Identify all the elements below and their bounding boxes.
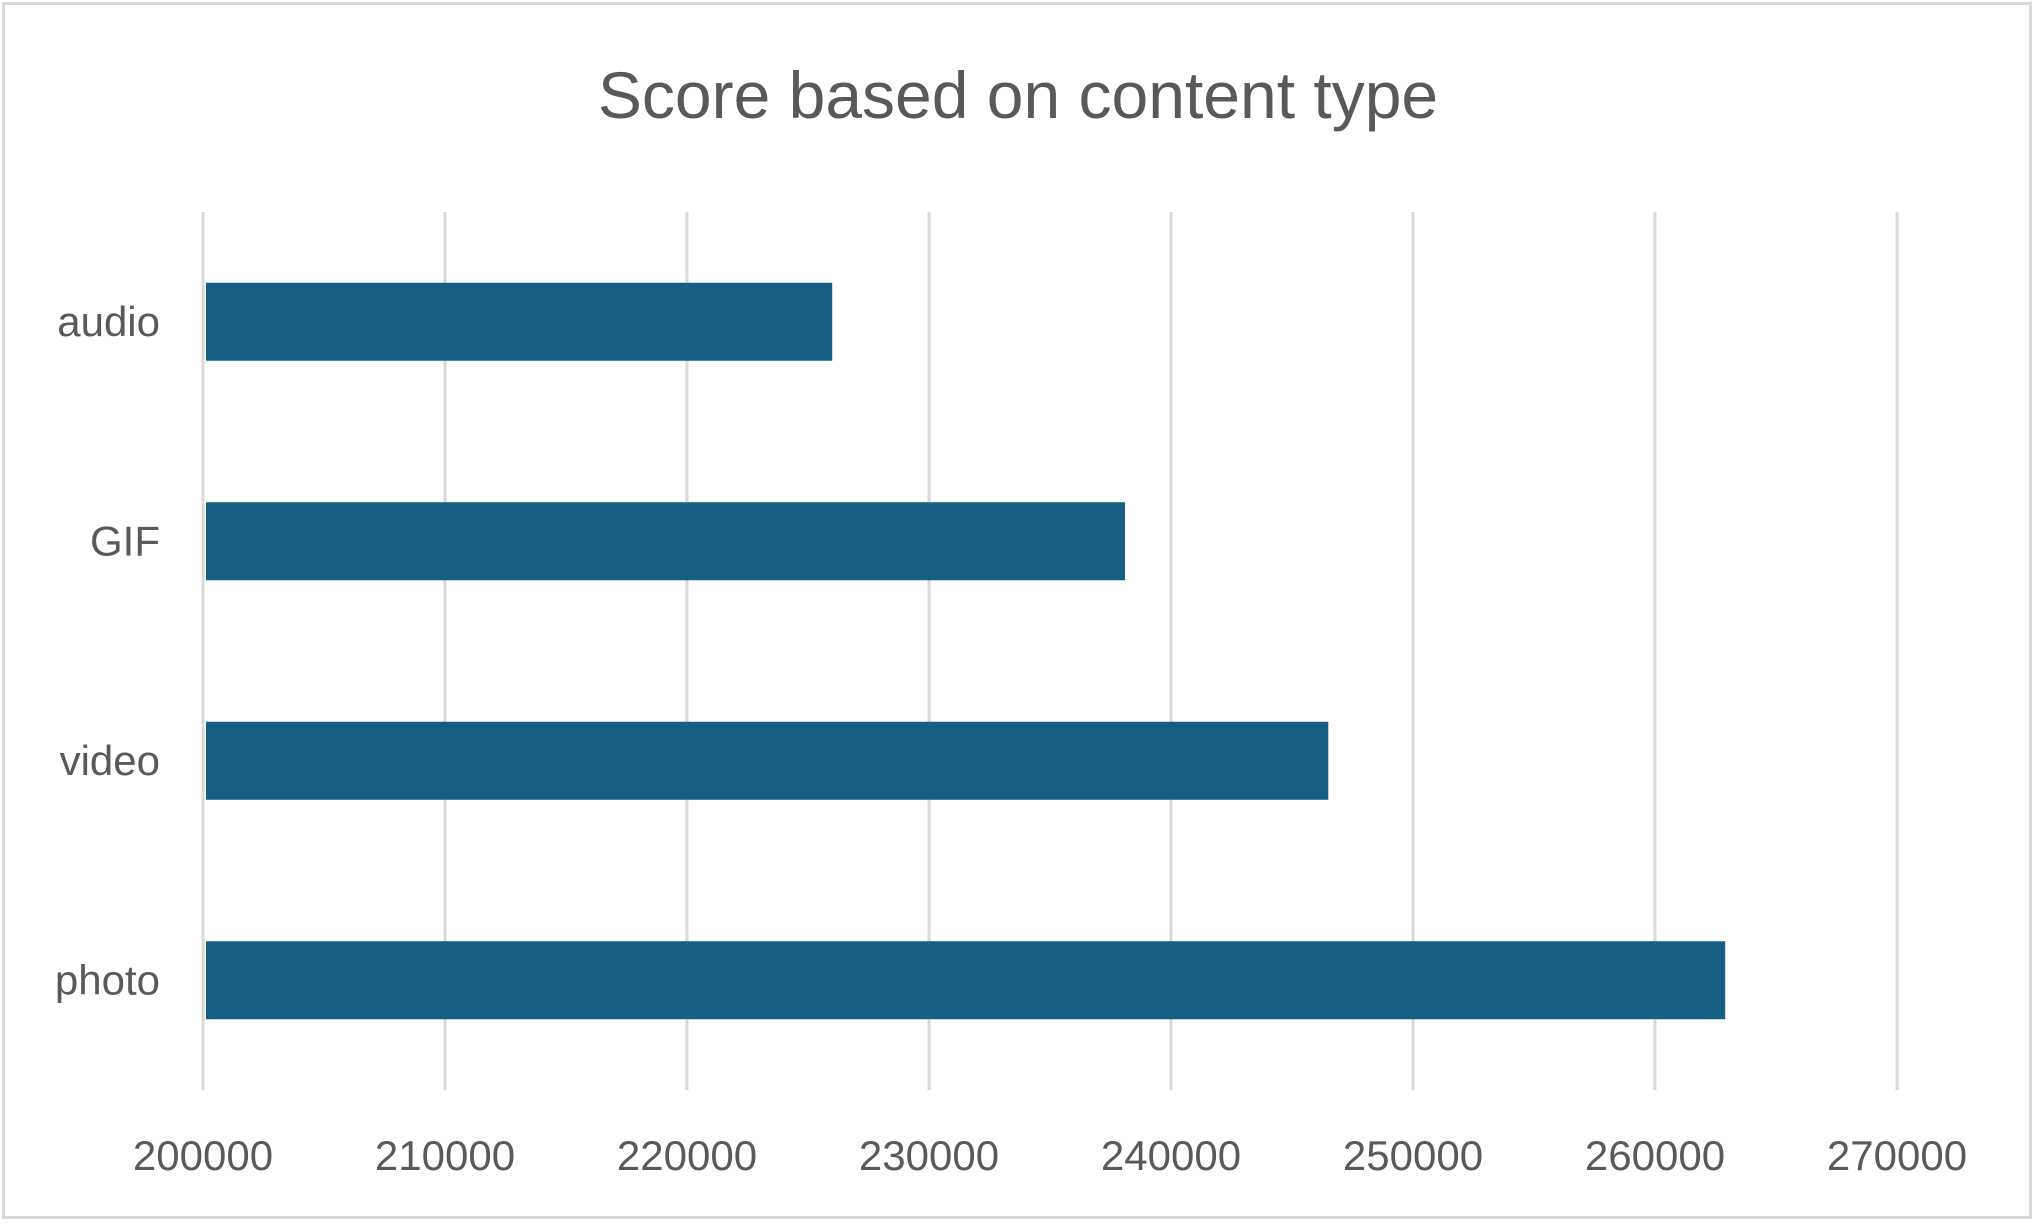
x-tick-label: 220000: [617, 1132, 757, 1179]
bars: [206, 282, 1726, 1020]
x-tick-label: 270000: [1827, 1132, 1967, 1179]
x-tick-label: 240000: [1101, 1132, 1241, 1179]
x-tick-label: 200000: [133, 1132, 273, 1179]
x-tick-label: 230000: [859, 1132, 999, 1179]
bar-gif: [206, 502, 1126, 581]
category-label-audio: audio: [57, 298, 160, 345]
bar-video: [206, 721, 1329, 800]
x-tick-label: 260000: [1585, 1132, 1725, 1179]
category-labels: audio GIF video photo: [55, 298, 160, 1004]
category-label-photo: photo: [55, 956, 160, 1003]
x-tick-label: 210000: [375, 1132, 515, 1179]
category-label-gif: GIF: [90, 517, 160, 564]
x-axis-tick-labels: 200000 210000 220000 230000 240000 250000 2600…: [133, 1132, 1967, 1179]
bar-audio: [206, 282, 833, 361]
bar-photo: [206, 941, 1726, 1020]
category-label-video: video: [60, 737, 160, 784]
x-tick-label: 250000: [1343, 1132, 1483, 1179]
chart-title: Score based on content type: [598, 58, 1438, 132]
